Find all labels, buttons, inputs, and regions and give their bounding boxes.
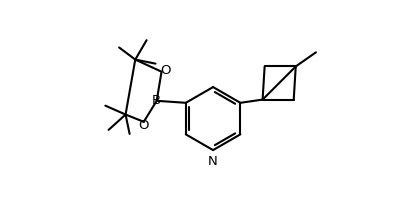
Text: N: N: [208, 155, 218, 168]
Text: B: B: [152, 94, 161, 107]
Text: O: O: [138, 119, 148, 132]
Text: O: O: [160, 64, 171, 77]
